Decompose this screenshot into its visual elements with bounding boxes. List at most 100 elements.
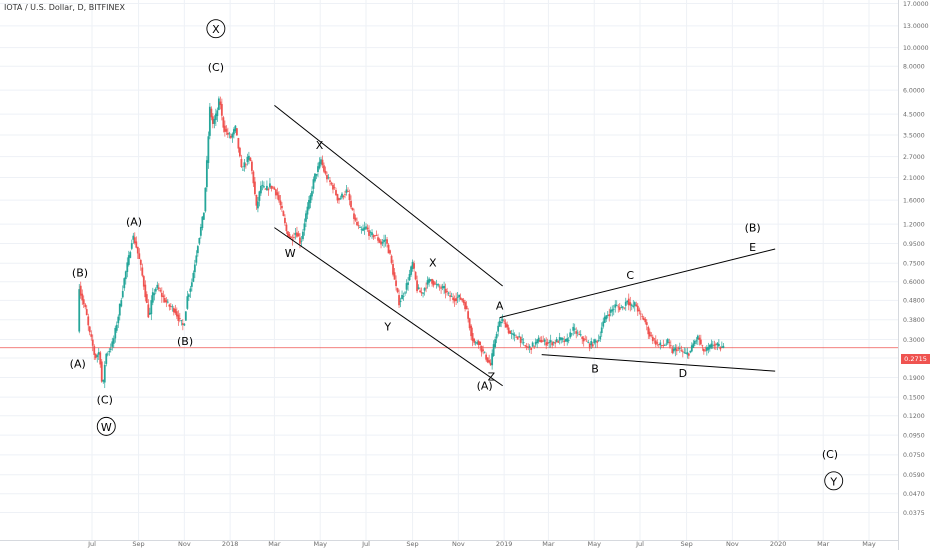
candle-body: [338, 198, 340, 201]
candle-body: [504, 322, 507, 328]
candle-body: [90, 334, 93, 337]
wave-label: (C): [97, 393, 113, 406]
candle-body: [363, 227, 366, 230]
candle-body: [443, 285, 445, 289]
candle-body: [174, 309, 177, 314]
x-tick-label: May: [862, 540, 876, 548]
candle-body: [238, 147, 241, 157]
candle-body: [546, 342, 549, 344]
x-tick-label: Jul: [635, 540, 644, 548]
candle-body: [654, 340, 657, 345]
candle-body: [381, 242, 384, 244]
candle-body: [276, 192, 279, 196]
x-tick-label: May: [588, 540, 602, 548]
candle-body: [644, 319, 647, 323]
candle-body: [393, 272, 396, 280]
candle-body: [629, 302, 632, 306]
candle-body: [136, 246, 139, 254]
candle-body: [335, 190, 337, 196]
y-tick-label: 0.4800: [903, 298, 925, 305]
y-tick-label: 0.1900: [903, 375, 925, 382]
candle-body: [399, 300, 402, 303]
candle-body: [608, 314, 611, 317]
upper-channel-line[interactable]: [274, 104, 503, 287]
candle-body: [623, 307, 626, 309]
candle-body: [342, 195, 345, 197]
y-tick-label: 13.0000: [903, 23, 929, 30]
candle-body: [269, 183, 271, 188]
candle-body: [228, 133, 231, 135]
candle-body: [281, 205, 283, 209]
candle-body: [103, 364, 106, 383]
candle-body: [582, 338, 585, 342]
wave-label: W: [285, 247, 296, 260]
candle-body: [312, 179, 315, 189]
candle-body: [419, 290, 421, 293]
candle-body: [453, 298, 456, 302]
candle-body: [300, 240, 303, 242]
candle-body: [94, 354, 97, 359]
candle-body: [285, 224, 288, 232]
candle-body: [683, 352, 686, 354]
candle-body: [554, 342, 557, 344]
candle-body: [160, 292, 163, 297]
candle-body: [525, 346, 528, 348]
candle-body: [596, 341, 599, 343]
candle-body: [645, 322, 648, 325]
y-tick-label: 8.0000: [903, 64, 925, 71]
y-tick-label: 0.1200: [903, 413, 925, 420]
candle-body: [542, 340, 545, 342]
wave-label: X: [429, 257, 437, 270]
candle-body: [707, 346, 710, 350]
candle-body: [494, 339, 497, 348]
candle-body: [398, 295, 400, 306]
candle-body: [264, 188, 267, 190]
candle-body: [270, 185, 273, 189]
wave-label: D: [679, 367, 687, 380]
candle-body: [531, 342, 534, 347]
candle-body: [100, 361, 103, 382]
candle-body: [219, 101, 222, 106]
x-tick-label: May: [313, 540, 327, 548]
candle-body: [216, 110, 219, 117]
triangle-upper-line[interactable]: [499, 248, 776, 319]
candle-body: [226, 132, 229, 135]
candle-body: [186, 296, 189, 309]
candle-body: [348, 193, 351, 200]
candle-body: [671, 348, 674, 354]
candle-body: [408, 274, 411, 281]
candle-body: [713, 344, 716, 346]
candle-body: [91, 339, 94, 346]
candle-body: [513, 334, 516, 336]
candle-body: [303, 223, 306, 231]
candle-body: [229, 135, 232, 138]
y-tick-label: 0.1500: [903, 394, 925, 401]
candle-body: [687, 353, 690, 356]
candle-body: [318, 161, 321, 169]
candle-body: [524, 345, 527, 346]
candle-body: [464, 302, 467, 310]
candle-body: [552, 342, 555, 343]
candle-body: [516, 336, 519, 340]
candle-body: [266, 185, 268, 191]
candle-body: [672, 348, 675, 352]
triangle-lower-line[interactable]: [541, 354, 776, 372]
candle-body: [249, 157, 252, 161]
wave-label: (B): [745, 221, 761, 234]
lower-channel-line[interactable]: [274, 227, 503, 387]
candle-body: [641, 316, 644, 318]
candle-body: [717, 343, 720, 347]
candle-body: [315, 174, 318, 176]
candle-body: [284, 217, 286, 224]
candle-body: [599, 336, 602, 340]
candle-body: [650, 334, 653, 336]
candle-body: [536, 339, 539, 344]
candle-body: [606, 315, 609, 316]
candle-body: [135, 241, 138, 248]
wave-label: X: [212, 23, 220, 36]
candle-body: [642, 317, 645, 321]
candle-body: [579, 334, 582, 336]
candle-body: [251, 161, 253, 171]
candle-body: [88, 326, 91, 333]
